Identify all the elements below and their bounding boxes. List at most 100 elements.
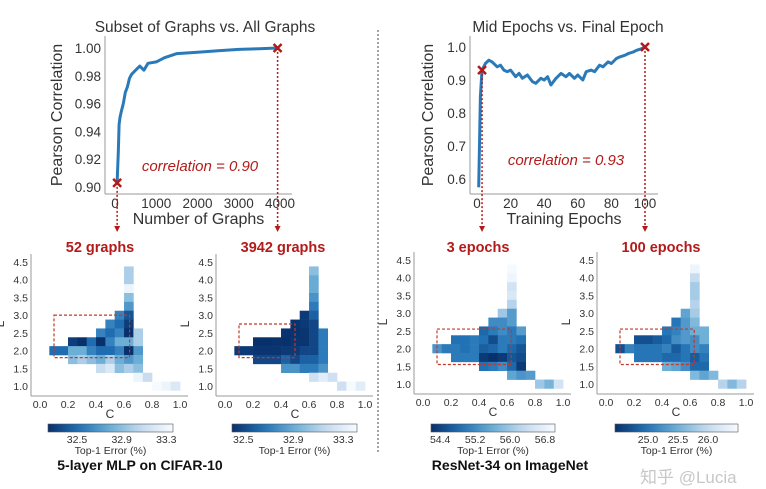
y-tick-label: 2.0: [396, 344, 411, 356]
y-tick-label: 0.92: [75, 152, 101, 167]
heatmap-cell: [671, 317, 682, 327]
heatmap-cell: [516, 344, 527, 354]
correlation-annotation: correlation = 0.90: [142, 158, 259, 175]
heatmap-cell: [680, 308, 691, 318]
y-axis-label: L: [376, 318, 390, 325]
heatmap-cell: [652, 344, 663, 354]
group-label-mlp: 5-layer MLP on CIFAR-10: [57, 457, 223, 473]
heatmap-cell: [299, 337, 310, 347]
heatmap-cell: [114, 328, 125, 338]
x-tick-label: 0.8: [145, 399, 160, 411]
heatmap-cell: [643, 353, 653, 363]
heatmap-cell: [497, 326, 508, 336]
heatmap-cell: [318, 363, 329, 374]
heatmap-cell: [142, 372, 153, 382]
x-marker: [640, 42, 650, 52]
heatmap-cell: [281, 337, 291, 347]
heatmap-cell: [460, 344, 470, 354]
heatmap-cell: [643, 335, 653, 345]
heatmap-cell: [309, 293, 319, 303]
heatmap-cell: [507, 308, 517, 318]
heatmap-cell: [544, 379, 555, 389]
heatmap-cell: [68, 355, 78, 365]
line-chart-title: Mid Epochs vs. Final Epoch: [472, 19, 663, 36]
colorbar-tick-label: 54.4: [430, 434, 451, 446]
heatmap-cell: [432, 344, 442, 354]
y-tick-label: 4.0: [198, 275, 213, 287]
heatmap-cell: [68, 346, 78, 356]
heatmap-cell: [77, 355, 87, 365]
heatmap-cell: [290, 363, 301, 374]
heatmap-cell: [451, 335, 461, 345]
heatmap-cell: [243, 346, 254, 356]
x-tick-label: 1000: [141, 196, 171, 211]
heatmap-cell: [516, 326, 527, 336]
heatmap-cell: [299, 328, 310, 338]
heatmap-cell: [96, 363, 106, 374]
heatmap-cell: [690, 299, 700, 310]
heatmap-cell: [507, 344, 517, 354]
heatmap-cell: [488, 335, 499, 345]
heatmap-cell: [699, 361, 710, 372]
y-tick-label: 0.90: [75, 180, 101, 195]
x-tick-label: 0.2: [246, 399, 261, 411]
heatmap-cell: [114, 363, 125, 374]
heatmap-cell: [133, 355, 144, 365]
heatmap-cell: [699, 335, 710, 345]
heatmap-cell: [253, 337, 263, 347]
colorbar-tick-label: 26.0: [698, 434, 719, 446]
colorbar-tick-label: 33.3: [156, 434, 177, 446]
y-tick-label: 0.7: [447, 139, 466, 154]
heatmap-cell: [327, 372, 338, 382]
colorbar-tick-label: 32.5: [67, 434, 88, 446]
heatmap-cell: [281, 328, 291, 338]
colorbar: [614, 423, 739, 433]
y-tick-label: 1.5: [579, 361, 594, 373]
x-axis-label: Training Epochs: [506, 211, 621, 228]
heatmap-cell: [690, 308, 700, 318]
y-tick-label: 3.0: [13, 310, 28, 322]
y-axis-label: L: [178, 320, 192, 327]
heatmap-cell: [124, 275, 134, 285]
x-axis-label: C: [106, 407, 115, 421]
heatmap-cell: [634, 344, 644, 354]
colorbar-tick-label: 56.0: [500, 434, 521, 446]
y-tick-label: 3.0: [579, 308, 594, 320]
heatmap-cell: [652, 335, 663, 345]
y-tick-label: 4.0: [13, 275, 28, 287]
heatmap-cell: [671, 326, 682, 336]
heatmap-cell: [699, 326, 710, 336]
heatmap-cell: [451, 344, 461, 354]
x-tick-label: 80: [604, 196, 619, 211]
x-tick-label: 0.2: [61, 399, 76, 411]
heatmap-cell: [553, 379, 564, 389]
colorbar-tick-label: 56.8: [535, 434, 556, 446]
watermark: 知乎 @Lucia: [640, 468, 737, 487]
heatmap-cell: [516, 361, 527, 372]
heatmap-cell: [497, 335, 508, 345]
heatmap-cell: [662, 326, 672, 336]
y-tick-label: 1.0: [198, 381, 213, 393]
heatmap-cell: [161, 381, 172, 391]
heatmap-cell: [441, 344, 452, 354]
heatmap-cell: [124, 293, 134, 303]
heatmap-cell: [318, 372, 329, 382]
heatmap-cell: [671, 353, 682, 363]
heatmap-cell: [299, 355, 310, 365]
colorbar: [430, 423, 556, 433]
heatmap-cell: [262, 337, 272, 347]
heatmap-cell: [469, 353, 480, 363]
y-tick-label: 4.5: [396, 255, 411, 267]
heatmap-cell: [718, 379, 728, 389]
x-tick-label: 1.0: [739, 397, 754, 409]
y-tick-label: 2.0: [13, 346, 28, 358]
heatmap-cell: [114, 355, 125, 365]
heatmap-cell: [662, 335, 672, 345]
heatmap-cell: [337, 381, 347, 391]
heatmap-cell: [133, 346, 144, 356]
heatmap-cell: [281, 355, 291, 365]
arrow-head: [642, 226, 648, 232]
heatmap-cell: [96, 337, 106, 347]
heatmap-title: 3942 graphs: [241, 240, 326, 256]
